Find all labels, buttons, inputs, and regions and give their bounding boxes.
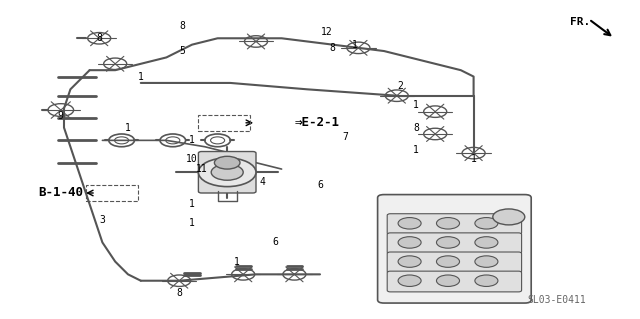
Text: 7: 7	[342, 132, 349, 142]
Circle shape	[198, 158, 256, 187]
Text: 1: 1	[138, 71, 144, 82]
Circle shape	[475, 237, 498, 248]
Text: 9: 9	[58, 111, 64, 122]
Text: ⇒E-2-1: ⇒E-2-1	[294, 116, 339, 129]
Text: 1: 1	[189, 218, 195, 228]
Circle shape	[475, 218, 498, 229]
FancyBboxPatch shape	[378, 195, 531, 303]
FancyBboxPatch shape	[387, 233, 522, 254]
FancyBboxPatch shape	[387, 252, 522, 273]
Text: 1: 1	[413, 100, 419, 110]
Text: 1: 1	[125, 122, 131, 133]
Text: 1: 1	[189, 135, 195, 145]
Bar	[198, 115, 250, 131]
Text: 8: 8	[96, 33, 102, 43]
Circle shape	[436, 237, 460, 248]
FancyBboxPatch shape	[387, 271, 522, 292]
Text: 1: 1	[470, 154, 477, 165]
Text: 8: 8	[330, 43, 336, 53]
Text: FR.: FR.	[570, 17, 590, 27]
Circle shape	[436, 275, 460, 286]
Circle shape	[398, 275, 421, 286]
Circle shape	[214, 156, 240, 169]
Text: 2: 2	[397, 81, 403, 91]
Circle shape	[475, 275, 498, 286]
Text: 4: 4	[259, 177, 266, 187]
Text: 6: 6	[317, 180, 323, 190]
Circle shape	[475, 256, 498, 267]
Text: 1: 1	[413, 145, 419, 155]
Text: 1: 1	[189, 199, 195, 209]
FancyBboxPatch shape	[198, 152, 256, 193]
Text: 1: 1	[234, 256, 240, 267]
Circle shape	[398, 218, 421, 229]
Text: 3: 3	[99, 215, 106, 225]
Text: 11: 11	[196, 164, 207, 174]
Circle shape	[436, 256, 460, 267]
Text: 8: 8	[176, 288, 182, 299]
Text: 8: 8	[179, 20, 186, 31]
Text: 5: 5	[179, 46, 186, 56]
FancyBboxPatch shape	[387, 214, 522, 234]
Text: 8: 8	[413, 122, 419, 133]
Circle shape	[493, 209, 525, 225]
Text: 1: 1	[352, 40, 358, 50]
Circle shape	[436, 218, 460, 229]
Circle shape	[398, 256, 421, 267]
Circle shape	[398, 237, 421, 248]
Text: 6: 6	[272, 237, 278, 248]
Text: 10: 10	[186, 154, 198, 165]
Text: B-1-40: B-1-40	[38, 187, 83, 199]
Text: 12: 12	[321, 27, 332, 37]
Text: SL03-E0411: SL03-E0411	[527, 295, 586, 305]
Bar	[86, 185, 138, 201]
Circle shape	[211, 164, 243, 180]
